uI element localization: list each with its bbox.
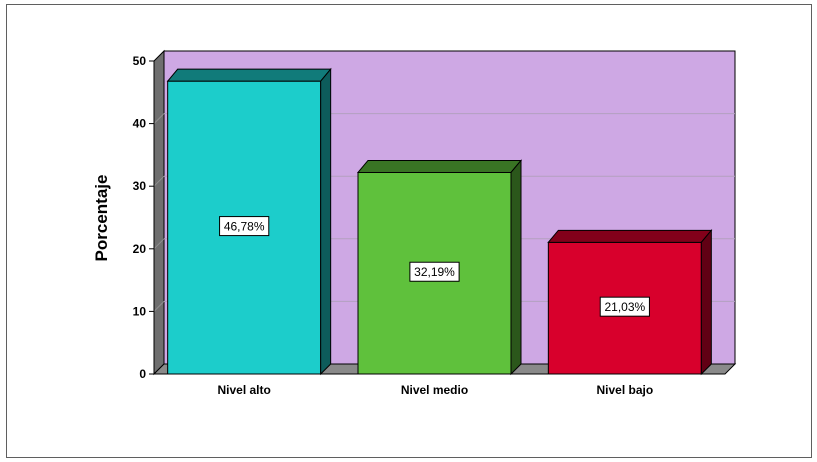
bars: 46,78% 32,19% 21,03% (166, 67, 713, 376)
bar-side (700, 228, 712, 376)
bar-side (510, 159, 522, 376)
y-tick-label: 30 (133, 179, 147, 193)
gridline-side (153, 175, 165, 187)
y-tick-label: 20 (133, 242, 147, 256)
bar-top (356, 159, 523, 173)
bar-nivel-medio: 32,19% (356, 159, 523, 376)
x-tick-label: Nivel alto (217, 383, 270, 397)
y-tick-label: 10 (133, 304, 147, 318)
data-label: 21,03% (604, 300, 645, 314)
x-tick-label: Nivel medio (401, 383, 468, 397)
bar-nivel-bajo: 21,03% (547, 228, 713, 376)
bar-top (166, 68, 332, 82)
y-tick-label: 0 (139, 367, 146, 381)
bar-nivel-alto: 46,78% (166, 67, 332, 376)
gridline-side (153, 238, 165, 250)
gridline-side (153, 301, 165, 312)
data-label: 32,19% (414, 265, 455, 279)
y-axis-label: Porcentaje (92, 175, 111, 262)
data-label: 46,78% (224, 220, 265, 234)
data-label-box (409, 261, 460, 282)
x-tick-label: Nivel bajo (596, 383, 653, 397)
gridline-side (153, 113, 165, 124)
bar-top (547, 229, 713, 243)
data-label-box (599, 296, 650, 317)
data-label-box (219, 216, 270, 237)
plot-left-wall (153, 49, 165, 376)
y-tick-label: 40 (133, 117, 147, 131)
bar-side (320, 67, 332, 376)
x-axis: Nivel alto Nivel medio Nivel bajo (217, 383, 653, 397)
y-axis: 0 10 20 30 40 50 (133, 54, 155, 381)
y-tick-label: 50 (133, 54, 147, 68)
